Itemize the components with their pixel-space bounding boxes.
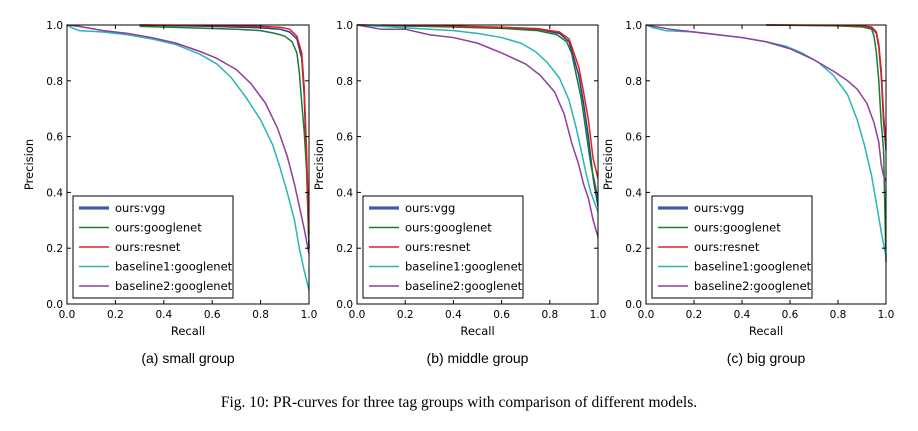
legend: ours:vgg ours:googlenet ours:resnet baselin… [362,195,524,299]
legend-entry-label: ours:resnet [405,240,471,254]
x-tick-label: 0.6 [493,309,510,321]
y-tick-label: 0.8 [46,76,63,88]
legend: ours:vgg ours:googlenet ours:resnet baselin… [72,195,234,299]
chart-panel-1: 0.0 0.2 0.4 0.6 0.8 1.0 0.0 0.2 0.4 0.6 0.8 1.0 Reca… [22,20,317,366]
y-tick-label: 0.4 [625,187,642,199]
x-tick-label: 0.2 [686,309,703,321]
y-tick-label: 0.0 [336,299,353,311]
x-tick-label: 0.0 [638,309,655,321]
series-line-ours-resnet [139,24,310,235]
legend-entry-label: baseline1:googlenet [405,260,523,274]
series-line-ours-vgg [765,24,887,151]
plot-frame [356,24,599,305]
y-tick-label: 1.0 [46,20,63,32]
y-axis-label: Precision [22,139,36,190]
series-line-baseline1-googlenet [357,24,599,213]
legend-entry-label: baseline1:googlenet [115,260,233,274]
series-line-baseline1-googlenet [67,24,310,291]
figure-caption: Fig. 10: PR-curves for three tag groups … [220,394,698,411]
y-axis-label: Precision [312,139,326,190]
x-tick-label: 0.4 [445,309,462,321]
x-tick-label: 0.6 [782,309,799,321]
legend-entry-label: ours:googlenet [405,221,492,235]
series-line-ours-resnet [765,24,887,146]
series-line-ours-vgg [357,24,599,207]
y-tick-label: 0.0 [46,299,63,311]
y-tick-label: 1.0 [625,20,642,32]
x-axis-label: Recall [171,324,205,338]
series-lines [357,24,599,238]
y-tick-label: 0.2 [46,243,63,255]
chart-subtitle: (a) small group [141,350,235,366]
legend-entry-label: baseline1:googlenet [694,260,812,274]
y-tick-label: 0.2 [336,243,353,255]
x-tick-label: 1.0 [878,309,895,321]
y-tick-label: 0.8 [625,76,642,88]
x-tick-label: 0.8 [830,309,847,321]
x-tick-label: 0.8 [252,309,269,321]
legend-entry-label: ours:vgg [115,201,165,215]
plot-frame [645,24,887,305]
legend-entry-label: ours:googlenet [115,221,202,235]
series-line-baseline2-googlenet [67,24,310,254]
x-tick-label: 0.2 [107,309,124,321]
legend-entry-label: ours:resnet [694,240,760,254]
legend-entry-label: ours:vgg [405,201,455,215]
y-tick-label: 0.6 [625,132,642,144]
y-tick-label: 0.2 [625,243,642,255]
x-tick-label: 0.4 [155,309,172,321]
x-tick-label: 0.8 [541,309,558,321]
legend-entry-label: ours:vgg [694,201,744,215]
x-tick-label: 0.0 [59,309,76,321]
series-lines [67,24,310,291]
legend-entry-label: baseline2:googlenet [115,279,233,293]
legend-entry-label: ours:resnet [115,240,181,254]
chart-subtitle: (c) big group [727,350,806,366]
y-tick-label: 0.0 [625,299,642,311]
chart-subtitle: (b) middle group [427,350,529,366]
x-tick-label: 1.0 [590,309,607,321]
series-line-baseline2-googlenet [357,24,599,238]
x-tick-label: 0.6 [204,309,221,321]
x-tick-label: 0.0 [349,309,366,321]
y-tick-label: 1.0 [336,20,353,32]
plot-frame [66,24,310,305]
y-tick-label: 0.6 [336,132,353,144]
y-tick-label: 0.4 [336,187,353,199]
series-line-ours-googlenet [357,24,599,201]
legend: ours:vgg ours:googlenet ours:resnet baselin… [651,195,813,299]
legend-entry-label: baseline2:googlenet [405,279,523,293]
y-axis-label: Precision [601,139,615,190]
chart-panel-2: 0.0 0.2 0.4 0.6 0.8 1.0 0.0 0.2 0.4 0.6 0.8 1.0 Reca… [312,20,606,366]
y-tick-label: 0.6 [46,132,63,144]
x-tick-label: 1.0 [301,309,318,321]
x-tick-label: 0.4 [734,309,751,321]
x-tick-label: 0.2 [397,309,414,321]
chart-panel-3: 0.0 0.2 0.4 0.6 0.8 1.0 0.0 0.2 0.4 0.6 0.8 1.0 Reca… [601,20,894,366]
series-line-baseline2-googlenet [646,24,887,182]
y-tick-label: 0.4 [46,187,63,199]
x-axis-label: Recall [749,324,783,338]
y-tick-label: 0.8 [336,76,353,88]
x-axis-label: Recall [460,324,494,338]
series-line-ours-resnet [357,24,599,179]
legend-entry-label: ours:googlenet [694,221,781,235]
legend-entry-label: baseline2:googlenet [694,279,812,293]
series-line-ours-googlenet [139,25,310,249]
